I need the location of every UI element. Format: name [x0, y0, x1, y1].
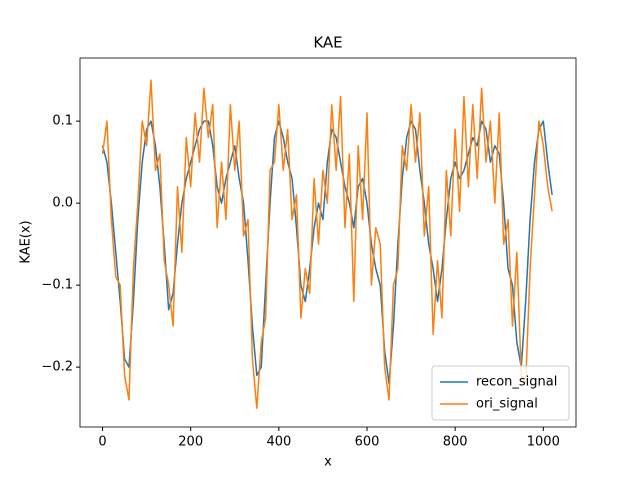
- line-series: [101, 79, 553, 409]
- x-tick-label: 0: [98, 435, 106, 450]
- x-tick-label: 400: [266, 435, 291, 450]
- y-tick-label: 0.1: [52, 114, 73, 129]
- y-tick-label: −0.1: [41, 278, 73, 293]
- x-tick-label: 200: [178, 435, 203, 450]
- plot-frame: [79, 57, 577, 428]
- x-tick-label: 600: [355, 435, 380, 450]
- x-axis-label: x: [324, 455, 332, 470]
- legend-label: recon_signal: [476, 375, 557, 390]
- y-tick-label: 0.0: [52, 196, 73, 211]
- y-axis-label: KAE(x): [19, 220, 34, 263]
- line-series: [101, 120, 553, 385]
- x-tick-label: 800: [443, 435, 468, 450]
- chart-title: KAE: [313, 34, 342, 52]
- x-tick-label: 1000: [527, 435, 560, 450]
- y-tick-label: −0.2: [41, 360, 73, 375]
- legend-label: ori_signal: [476, 397, 538, 412]
- legend-box: [431, 365, 570, 421]
